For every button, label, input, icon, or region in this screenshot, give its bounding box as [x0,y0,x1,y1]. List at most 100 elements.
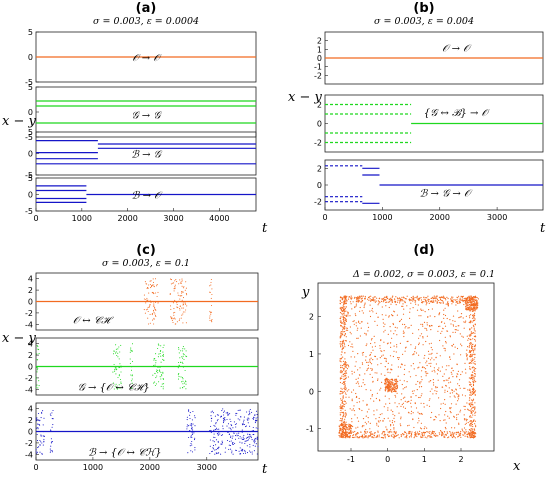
d-scatter-point [467,346,469,348]
d-scatter-point [371,368,373,370]
d-scatter-point [342,360,344,362]
c-scatter-point [184,302,186,304]
d-scatter-point [374,355,377,358]
d-scatter-point [470,356,472,358]
d-scatter-point [351,436,354,438]
d-scatter-point [345,363,347,366]
d-scatter-point [339,406,341,408]
d-scatter-point [473,329,475,331]
d-scatter-point [472,392,474,394]
d-scatter-point [339,341,341,343]
d-scatter-point [434,300,437,302]
d-scatter-point [357,426,359,428]
d-scatter-point [344,424,346,426]
d-scatter-point [359,367,361,369]
d-scatter-point [339,337,341,339]
d-scatter-point [363,306,365,309]
d-scatter-point [384,380,386,382]
d-scatter-point [377,430,379,432]
d-scatter-point [441,386,443,388]
d-scatter-point [422,301,424,303]
c-xtick-label: 3000 [197,463,217,472]
d-scatter-point [356,337,358,339]
d-scatter-point [359,335,361,337]
d-scatter-point [344,431,346,433]
d-scatter-point [347,364,349,367]
c-scatter-point [156,371,158,373]
d-scatter-point [471,317,474,319]
c-scatter-point [221,434,224,436]
d-scatter-point [346,327,348,329]
d-scatter-point [417,380,419,383]
d-scatter-point [474,406,476,408]
d-scatter-point [399,300,401,302]
c-scatter-point [131,387,133,389]
d-scatter-point [345,365,347,367]
c-scatter-point [230,435,232,437]
d-scatter-point [472,425,474,428]
d-scatter-point [467,433,469,435]
d-scatter-point [343,303,345,305]
c-scatter-point [214,436,216,439]
d-scatter-point [415,433,417,435]
d-scatter-point [361,300,363,302]
d-scatter-point [358,401,361,403]
d-scatter-point [471,321,473,323]
d-scatter-point [388,386,390,388]
c-scatter-point [235,449,237,451]
c-scatter-point [158,381,160,383]
c-scatter-point [41,453,43,455]
d-scatter-point [473,306,475,308]
d-scatter-point [380,373,382,375]
d-scatter-point [378,421,380,423]
d-scatter-point [472,371,474,373]
d-scatter-point [474,303,476,305]
d-scatter-point [390,300,392,302]
c-scatter-point [153,312,155,314]
d-scatter-point [343,295,345,297]
d-scatter-point [468,345,471,347]
d-scatter-point [340,316,342,318]
c-subplot-2: 420-2-4 𝒢 → {𝒪 ↔ 𝒞ℋ} [25,337,259,396]
d-scatter-point [339,381,341,384]
d-scatter-point [393,345,395,347]
c-scatter-point [249,413,251,415]
d-scatter-point [371,376,373,378]
d-scatter-point [370,433,372,435]
c-scatter-point [37,419,40,421]
d-scatter-point [464,321,466,324]
c-scatter-point [194,417,196,419]
d-scatter-point [433,297,436,299]
d-scatter-point [342,392,344,394]
d-scatter-point [435,393,437,395]
d-scatter-point [369,373,371,375]
d-scatter-point [420,376,422,378]
c-scatter-point [194,449,196,451]
d-scatter-point [443,322,446,324]
d-scatter-point [399,297,401,299]
d-scatter-point [412,300,414,302]
d-scatter-point [393,417,395,419]
d-scatter-point [365,436,367,438]
b-ytick-label: 0 [317,54,322,63]
d-scatter-point [452,434,455,436]
d-scatter-point [470,331,472,333]
c-scatter-point [246,440,248,442]
c-scatter-point [157,301,159,303]
d-scatter-point [351,370,353,372]
c-scatter-point [179,387,181,389]
d-scatter-point [471,416,473,418]
d-scatter-point [400,363,403,365]
c-scatter-point [251,453,253,455]
c-scatter-point [150,301,152,304]
d-scatter-point [396,406,398,408]
c-scatter-point [210,425,212,427]
d-scatter-point [365,428,367,431]
d-scatter-point [418,342,420,344]
d-scatter-point [430,362,432,364]
d-scatter-point [473,419,475,421]
d-scatter-point [428,399,430,401]
d-scatter-point [434,298,436,300]
d-scatter-point [428,381,430,383]
c-scatter-point [246,452,249,454]
